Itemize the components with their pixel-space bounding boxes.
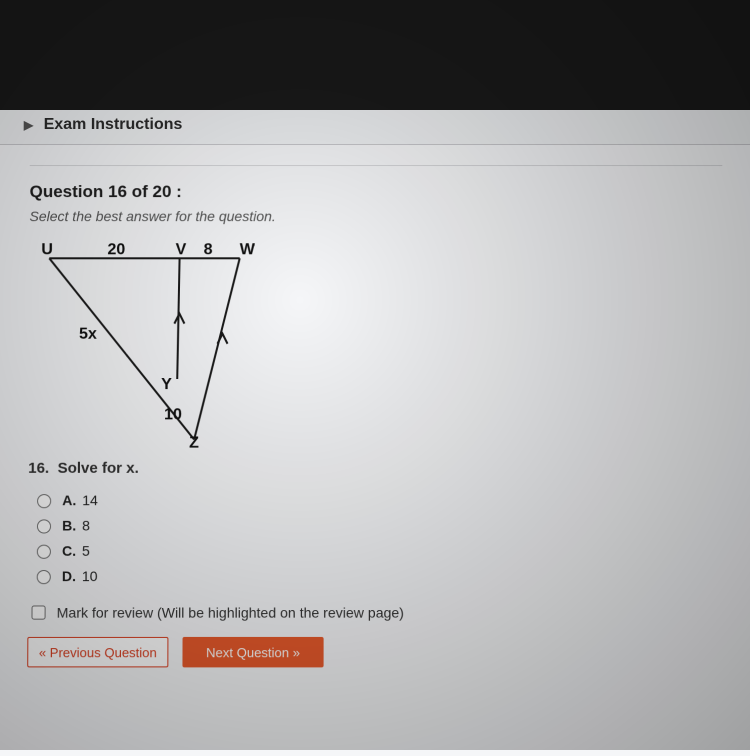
option-c[interactable]: C. 5	[32, 538, 725, 563]
geometry-diagram: U 20 V 8 W 5x Y 10 Z	[28, 238, 290, 449]
divider	[30, 165, 723, 166]
option-b[interactable]: B. 8	[32, 512, 724, 537]
uy-length-label: 5x	[79, 326, 97, 343]
exam-instructions-title: Exam Instructions	[44, 116, 183, 133]
option-a[interactable]: A. 14	[32, 487, 724, 512]
mark-for-review[interactable]: Mark for review (Will be highlighted on …	[27, 602, 724, 622]
mark-checkbox[interactable]	[31, 605, 45, 619]
point-y-label: Y	[161, 376, 172, 393]
options-group: A. 14 B. 8 C. 5 D. 10	[32, 487, 725, 588]
point-u-label: U	[41, 241, 53, 258]
previous-button[interactable]: « Previous Question	[27, 637, 168, 667]
next-button[interactable]: Next Question »	[182, 637, 323, 667]
nav-buttons: « Previous Question Next Question »	[27, 637, 725, 667]
option-d-radio[interactable]	[37, 570, 51, 584]
vw-length-label: 8	[204, 241, 213, 258]
question-instruction: Select the best answer for the question.	[29, 208, 722, 224]
option-c-radio[interactable]	[37, 545, 51, 559]
option-a-radio[interactable]	[37, 494, 51, 508]
point-z-label: Z	[189, 434, 199, 449]
uv-length-label: 20	[107, 241, 125, 258]
point-w-label: W	[240, 241, 256, 258]
mark-label: Mark for review (Will be highlighted on …	[57, 604, 404, 620]
yz-length-label: 10	[164, 406, 182, 423]
point-v-label: V	[176, 241, 187, 258]
question-title: Question 16 of 20 :	[30, 182, 723, 202]
option-b-radio[interactable]	[37, 519, 51, 533]
question-stem: 16. Solve for x.	[28, 460, 724, 477]
option-d[interactable]: D. 10	[32, 563, 725, 588]
exam-instructions-bar[interactable]: ▶ Exam Instructions	[0, 110, 750, 145]
chevron-right-icon: ▶	[24, 118, 33, 132]
